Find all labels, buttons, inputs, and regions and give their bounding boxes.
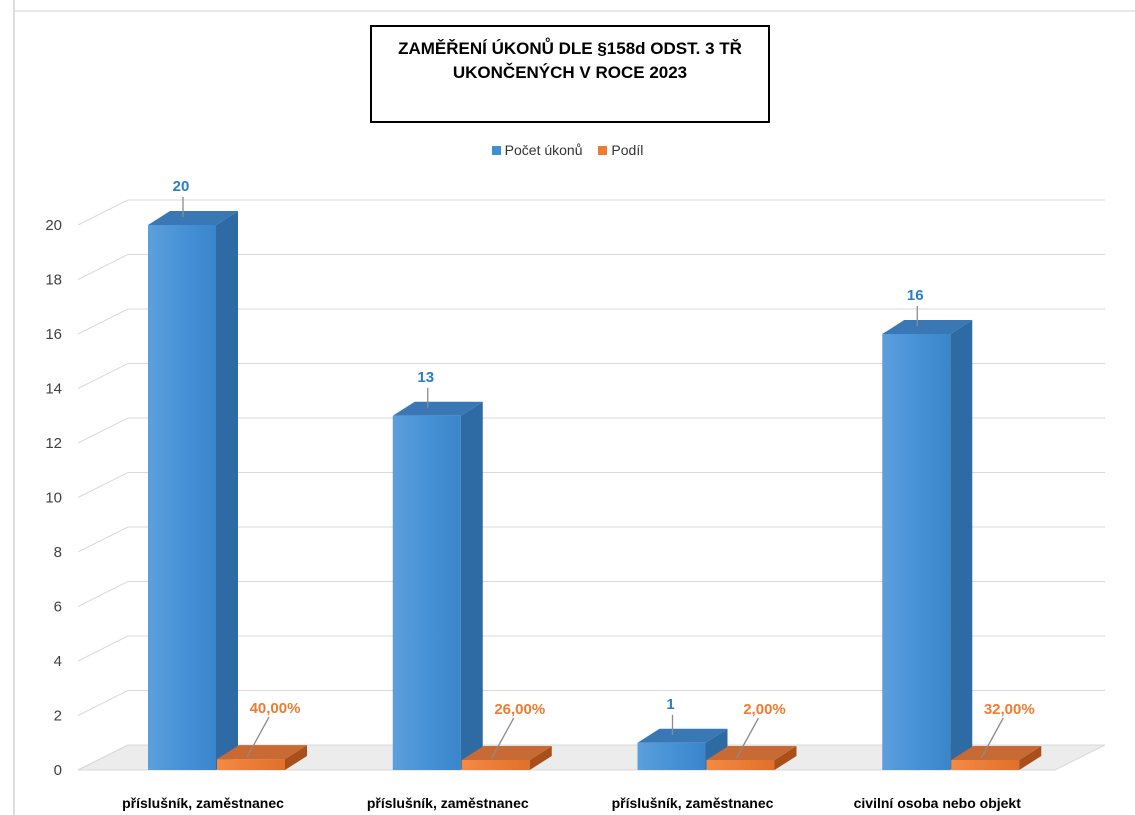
y-tick-label: 18 — [45, 272, 62, 289]
count-bar-top — [637, 728, 728, 743]
share-leader-line — [491, 717, 515, 759]
legend-swatch-count — [491, 146, 501, 155]
chart-title-line-2: UKONČENÝCH V ROCE 2023 — [452, 63, 688, 82]
gridline-depth — [77, 690, 129, 716]
legend-item-share: Podíl — [598, 142, 643, 158]
legend-label-share: Podíl — [611, 142, 644, 158]
share-bar-side — [1019, 746, 1042, 770]
gridline-depth — [77, 581, 129, 607]
y-tick-label: 2 — [54, 708, 62, 725]
count-bar-top — [882, 320, 973, 334]
count-data-label: 1 — [666, 696, 674, 713]
share-bar-top — [706, 746, 797, 760]
legend-item-count: Počet úkonů — [491, 142, 583, 158]
y-tick-label: 14 — [45, 381, 62, 398]
share-bar-side — [285, 745, 307, 770]
y-tick-label: 10 — [45, 490, 62, 507]
y-tick-label: 16 — [45, 326, 62, 343]
share-bar-side — [529, 746, 552, 770]
y-tick-label: 4 — [54, 653, 62, 670]
share-data-label: 26,00% — [494, 701, 545, 718]
gridline-depth — [77, 635, 129, 662]
y-tick-label: 0 — [54, 762, 62, 779]
count-bar-front — [392, 415, 461, 770]
share-bar-front — [461, 760, 530, 770]
count-bar-front — [637, 742, 706, 770]
share-bar-top — [951, 746, 1042, 760]
x-category-label: civilní osoba nebo objekt — [854, 795, 1022, 811]
share-bar-side — [774, 746, 797, 770]
gridline-depth — [77, 417, 129, 444]
x-category-label: příslušník, zaměstnanec — [612, 795, 774, 811]
chart-legend: Počet úkonů Podíl — [0, 142, 1135, 158]
share-leader-line — [980, 717, 1004, 759]
gridline-depth — [77, 363, 129, 389]
gridline-depth — [77, 472, 129, 498]
share-data-label: 2,00% — [743, 701, 786, 718]
count-data-label: 13 — [417, 369, 434, 386]
share-leader-line — [735, 717, 760, 759]
y-tick-label: 12 — [45, 435, 62, 452]
count-bar-side — [216, 211, 238, 770]
share-bar-front — [706, 760, 775, 770]
chart-title: ZAMĚŘENÍ ÚKONŮ DLE §158d ODST. 3 TŘ UKON… — [370, 25, 770, 123]
legend-swatch-share — [598, 146, 608, 155]
gridline-depth — [77, 526, 129, 553]
count-bar-side — [950, 320, 973, 770]
count-bar-side — [460, 401, 483, 770]
share-bar-top — [461, 746, 552, 760]
count-data-label: 20 — [173, 178, 190, 195]
chart-title-line-1: ZAMĚŘENÍ ÚKONŮ DLE §158d ODST. 3 TŘ — [398, 39, 742, 58]
count-bar-front — [882, 334, 951, 770]
share-bar-front — [951, 760, 1020, 770]
share-leader-line — [246, 716, 270, 758]
count-bar-top — [392, 401, 483, 416]
legend-label-count: Počet úkonů — [504, 142, 583, 158]
gridline-depth — [77, 254, 129, 280]
gridline-depth — [77, 199, 129, 226]
share-bar-top — [217, 745, 307, 760]
x-category-label: příslušník, zaměstnanec — [122, 795, 284, 811]
share-bar-front — [217, 759, 285, 770]
y-tick-label: 8 — [54, 544, 62, 561]
x-category-label: příslušník, zaměstnanec — [367, 795, 529, 811]
count-data-label: 16 — [907, 287, 924, 304]
y-tick-label: 6 — [54, 599, 62, 616]
share-data-label: 40,00% — [250, 700, 301, 717]
count-bar-top — [148, 211, 238, 225]
share-data-label: 32,00% — [984, 701, 1035, 718]
gridline-depth — [77, 308, 129, 335]
gridline-depth — [77, 744, 129, 771]
count-bar-front — [148, 225, 216, 770]
y-tick-label: 20 — [45, 217, 62, 234]
